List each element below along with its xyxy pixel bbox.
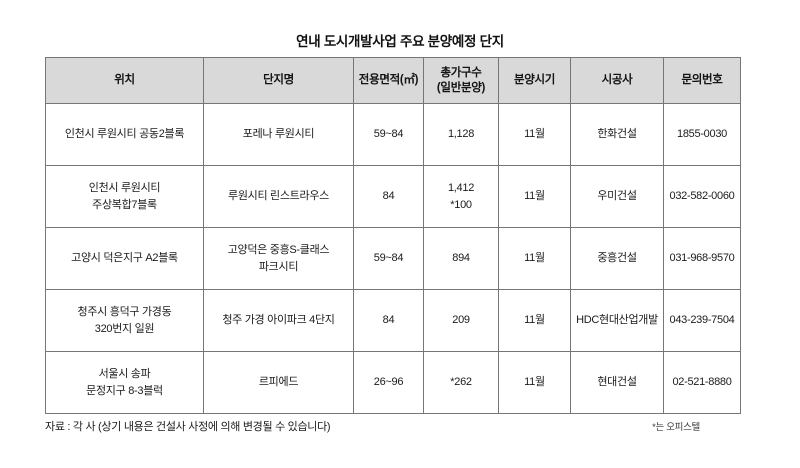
cell-total-units: 1,412 *100	[423, 165, 499, 228]
column-header-total-units-line1: 총가구수	[440, 66, 482, 79]
table-row: 인천시 루원시티 주상복합7블록 루원시티 린스트라우스 84 1,412 *1…	[45, 165, 741, 228]
table-row: 고양시 덕은지구 A2블록 고양덕은 중흥S-클래스 파크시티 59~84 89…	[45, 227, 741, 290]
cell-builder: 한화건설	[570, 103, 664, 166]
cell-contact: 1855-0030	[663, 103, 741, 166]
cell-builder: HDC현대산업개발	[570, 289, 664, 352]
column-header-complex-name: 단지명	[203, 57, 354, 104]
table-header-row: 위치 단지명 전용면적(㎡) 총가구수 (일반분양) 분양시기 시공사 문의번호	[45, 57, 741, 104]
page-title: 연내 도시개발사업 주요 분양예정 단지	[296, 34, 504, 49]
cell-total-units: *262	[423, 351, 499, 414]
complex-name-line-1: 르피에드	[258, 376, 299, 389]
location-line-1: 서울시 송파	[98, 368, 151, 380]
total-units-value: *262	[450, 376, 472, 389]
cell-complex-name: 포레나 루원시티	[203, 103, 354, 166]
cell-sale-period: 11월	[498, 227, 571, 290]
cell-sale-period: 11월	[498, 103, 571, 166]
cell-contact: 043-239-7504	[663, 289, 741, 352]
cell-location: 고양시 덕은지구 A2블록	[45, 227, 204, 290]
cell-location: 청주시 흥덕구 가경동 320번지 일원	[45, 289, 204, 352]
complex-name-line-1: 청주 가경 아이파크 4단지	[222, 314, 335, 327]
location-line-1: 인천시 루원시티	[88, 182, 161, 194]
cell-builder: 현대건설	[570, 351, 664, 414]
cell-exclusive-area: 84	[353, 289, 424, 352]
table-container: 위치 단지명 전용면적(㎡) 총가구수 (일반분양) 분양시기 시공사 문의번호…	[45, 57, 741, 414]
location-line-2: 문정지구 8-3블럭	[86, 384, 163, 397]
column-header-total-units-line2: (일반분양)	[436, 81, 486, 94]
complex-name-line-1: 포레나 루원시티	[242, 128, 315, 141]
cell-complex-name: 청주 가경 아이파크 4단지	[203, 289, 354, 352]
total-units-value: 1,128	[447, 128, 475, 141]
cell-total-units: 209	[423, 289, 499, 352]
cell-total-units: 1,128	[423, 103, 499, 166]
total-units-value: 209	[452, 314, 470, 327]
location-line-2: 320번지 일원	[94, 322, 155, 335]
cell-location: 인천시 루원시티 주상복합7블록	[45, 165, 204, 228]
column-header-exclusive-area: 전용면적(㎡)	[353, 57, 424, 104]
table-row: 청주시 흥덕구 가경동 320번지 일원 청주 가경 아이파크 4단지 84 2…	[45, 289, 741, 352]
location-line-1: 고양시 덕은지구 A2블록	[71, 252, 178, 265]
cell-contact: 02-521-8880	[663, 351, 741, 414]
asterisk-note: *는 오피스텔	[652, 422, 700, 433]
location-line-1: 인천시 루원시티 공동2블록	[64, 128, 185, 141]
total-units-sub-value: *100	[450, 198, 472, 211]
cell-complex-name: 고양덕은 중흥S-클래스 파크시티	[203, 227, 354, 290]
cell-location: 서울시 송파 문정지구 8-3블럭	[45, 351, 204, 414]
cell-exclusive-area: 59~84	[353, 227, 424, 290]
source-note: 자료 : 각 사 (상기 내용은 건설사 사정에 의해 변경될 수 있습니다)	[45, 421, 331, 433]
location-line-2: 주상복합7블록	[92, 198, 157, 211]
cell-complex-name: 루원시티 린스트라우스	[203, 165, 354, 228]
cell-location: 인천시 루원시티 공동2블록	[45, 103, 204, 166]
table-row: 인천시 루원시티 공동2블록 포레나 루원시티 59~84 1,128 11월 …	[45, 103, 741, 166]
total-units-value: 894	[452, 252, 470, 265]
cell-complex-name: 르피에드	[203, 351, 354, 414]
location-line-1: 청주시 흥덕구 가경동	[77, 306, 172, 318]
presale-complex-table: 위치 단지명 전용면적(㎡) 총가구수 (일반분양) 분양시기 시공사 문의번호…	[45, 57, 741, 414]
cell-exclusive-area: 26~96	[353, 351, 424, 414]
complex-name-line-2: 파크시티	[258, 260, 299, 273]
complex-name-line-1: 루원시티 린스트라우스	[228, 190, 329, 203]
cell-sale-period: 11월	[498, 351, 571, 414]
cell-total-units: 894	[423, 227, 499, 290]
cell-sale-period: 11월	[498, 165, 571, 228]
cell-builder: 중흥건설	[570, 227, 664, 290]
column-header-total-units: 총가구수 (일반분양)	[423, 57, 499, 104]
cell-builder: 우미건설	[570, 165, 664, 228]
column-header-location: 위치	[45, 57, 204, 104]
cell-exclusive-area: 59~84	[353, 103, 424, 166]
column-header-contact: 문의번호	[663, 57, 741, 104]
cell-sale-period: 11월	[498, 289, 571, 352]
column-header-sale-period: 분양시기	[498, 57, 571, 104]
column-header-builder: 시공사	[570, 57, 664, 104]
table-row: 서울시 송파 문정지구 8-3블럭 르피에드 26~96 *262 11월 현대…	[45, 351, 741, 414]
cell-contact: 031-968-9570	[663, 227, 741, 290]
cell-exclusive-area: 84	[353, 165, 424, 228]
cell-contact: 032-582-0060	[663, 165, 741, 228]
footer: 자료 : 각 사 (상기 내용은 건설사 사정에 의해 변경될 수 있습니다) …	[45, 418, 745, 434]
complex-name-line-1: 고양덕은 중흥S-클래스	[227, 244, 330, 256]
total-units-value: 1,412	[447, 182, 475, 194]
